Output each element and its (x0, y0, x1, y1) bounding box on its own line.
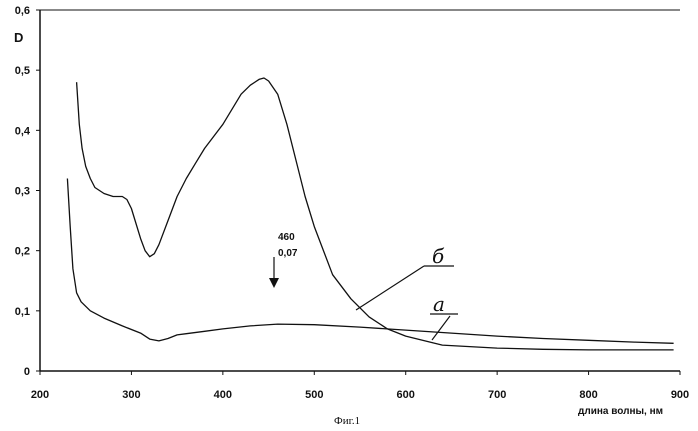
peak-annotation: 460 0,07 (269, 232, 298, 288)
curve-label-a: а (433, 292, 445, 316)
y-tick-label: 0,3 (15, 186, 30, 198)
x-tick-label: 200 (31, 389, 49, 401)
y-axis-title: D (14, 30, 23, 45)
series-layer (67, 78, 673, 350)
x-axis-title: длина волны, нм (578, 406, 663, 417)
x-tick-label: 900 (671, 389, 689, 401)
y-tick-label: 0,2 (15, 246, 30, 258)
y-tick-label: 0,4 (15, 125, 31, 137)
series-line-b (77, 78, 674, 350)
figure-caption: Фиг.1 (334, 415, 360, 427)
tick-layer: 200 300 400 500 600 700 800 900 0 0,1 0,2 0,3 0,4 0,5… (15, 5, 689, 401)
annotation-arrow-head (269, 278, 279, 288)
curve-label-b-leader (356, 266, 424, 310)
y-tick-label: 0 (24, 366, 30, 378)
x-tick-label: 300 (122, 389, 140, 401)
x-tick-label: 500 (305, 389, 323, 401)
axes (40, 10, 680, 371)
annotation-wavelength: 460 (278, 232, 295, 243)
x-tick-label: 800 (579, 389, 597, 401)
curve-label-a-leader-upper (432, 316, 450, 340)
x-tick-label: 700 (488, 389, 506, 401)
y-tick-label: 0,1 (15, 306, 30, 318)
annotation-absorbance: 0,07 (278, 248, 298, 259)
y-tick-label: 0,6 (15, 5, 30, 17)
x-tick-label: 600 (397, 389, 415, 401)
x-tick-label: 400 (214, 389, 232, 401)
y-tick-label: 0,5 (15, 65, 30, 77)
curve-label-b: б (432, 244, 445, 268)
